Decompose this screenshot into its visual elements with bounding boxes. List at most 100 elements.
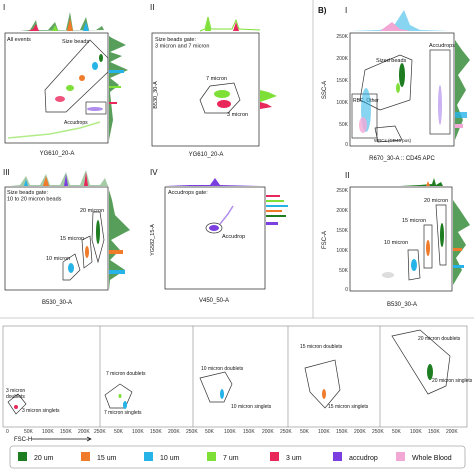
box-label-line2: 3 micron and 7 micron — [155, 44, 209, 50]
strip-label: 15 micron singlets — [328, 404, 369, 410]
gate-label: 10 micron — [46, 256, 70, 262]
gate-polygon — [62, 253, 81, 281]
x-axis-label: YG610_20-A — [189, 152, 224, 158]
legend: 20 um 15 um 10 um 7 um 3 um accudrop Whole Blo… — [9, 445, 466, 469]
panel-roman: I — [3, 3, 5, 12]
gate-label: Accudrops — [64, 120, 88, 126]
x-axis-label: V450_50-A — [199, 298, 229, 304]
gate-polygon — [374, 125, 403, 143]
legend-frame — [9, 445, 466, 469]
x-tick: 50K — [205, 429, 215, 435]
box-label-line1: Size beads gate: — [7, 190, 48, 196]
legend-label: 15 um — [97, 455, 117, 462]
x-tick: 250K — [372, 429, 384, 435]
box-label-line2: 10 to 20 micron beads — [7, 197, 62, 203]
legend-label: Whole Blood — [412, 455, 452, 462]
gate-label: WBCs (CD45 pos) — [374, 138, 412, 143]
strip-label: 3 micron — [6, 388, 25, 394]
gate-polygon — [359, 54, 413, 111]
panel-b1: I 250K 200K 150K 100K 50K 0 SSC-A Sized … — [322, 6, 470, 162]
x-axis-ticks: 0 50K 100K 150K 200K 250K 50K 100K 150K … — [6, 429, 458, 435]
y-tick: 150K — [336, 78, 348, 84]
y-tick: 0 — [345, 287, 348, 293]
panel-a2: II Size beads gate: 3 micron and 7 micro… — [150, 3, 277, 158]
x-tick: 150K — [150, 429, 162, 435]
plot-frame — [4, 186, 109, 291]
y-axis-ticks: 250K 200K 150K 100K 50K 0 — [336, 34, 348, 148]
x-tick: 200K — [354, 429, 366, 435]
legend-swatch — [396, 452, 405, 461]
x-tick: 150K — [336, 429, 348, 435]
panel-roman: III — [3, 168, 10, 177]
gate-label: 7 micron — [206, 76, 227, 82]
gate-polygon — [81, 235, 93, 269]
y-tick: 50K — [339, 122, 349, 128]
right-histogram — [260, 90, 277, 109]
plot-frame — [164, 186, 266, 290]
x-tick: 200K — [78, 429, 90, 435]
dot-clusters — [359, 63, 442, 133]
right-histogram — [266, 195, 288, 225]
gate-polygon — [407, 249, 421, 281]
right-histogram — [109, 36, 128, 140]
x-tick: 200K — [446, 429, 458, 435]
gate-label: Sized beads — [376, 58, 407, 64]
panel-roman: IV — [150, 168, 158, 177]
legend-swatch — [333, 452, 342, 461]
box-label: Size beads gate: 10 to 20 micron beads — [7, 190, 62, 203]
x-tick: 100K — [224, 429, 236, 435]
gate-label: 20 micron — [80, 208, 104, 214]
dot-clusters — [382, 223, 444, 278]
gate-rect — [85, 101, 107, 115]
strip-frame — [2, 325, 468, 428]
legend-swatch — [270, 452, 279, 461]
x-axis-label: YG610_20-A — [40, 151, 75, 157]
x-tick: 250K — [186, 429, 198, 435]
gate-polygon — [423, 224, 433, 269]
box-label: All events — [7, 37, 31, 43]
strip-label: 10 micron singlets — [231, 404, 272, 410]
gate-label: 10 micron — [384, 240, 408, 246]
right-histogram — [453, 200, 470, 285]
bottom-strip: 3 micron doublets 3 micron singlets 7 mi… — [2, 325, 473, 443]
gate-label: 3 micron — [227, 112, 248, 118]
x-axis-label: B530_30-A — [387, 302, 417, 308]
gate-rect — [429, 49, 451, 135]
panel-a4: IV Accudrops gate: Accudrop YG582_15-A V… — [150, 168, 288, 304]
legend-swatch — [144, 452, 153, 461]
top-histogram — [165, 178, 260, 186]
y-tick: 250K — [336, 188, 348, 194]
legend-label: 7 um — [223, 455, 239, 462]
y-tick: 200K — [336, 56, 348, 62]
y-tick: 150K — [336, 228, 348, 234]
y-axis-label: FSC-A — [322, 231, 328, 249]
panel-b2: II 250K 200K 150K 100K 50K 0 FSC-A 20 mi… — [322, 171, 470, 308]
x-tick: 100K — [132, 429, 144, 435]
x-tick: 150K — [428, 429, 440, 435]
right-histogram — [455, 40, 470, 140]
legend-swatch — [81, 452, 90, 461]
top-histogram — [10, 170, 108, 186]
panel-roman: II — [150, 3, 154, 12]
x-tick: 200K — [168, 429, 180, 435]
legend-label: 10 um — [160, 455, 180, 462]
box-label: Size beads gate: 3 micron and 7 micron — [155, 37, 209, 50]
strip-label: 15 micron doublets — [300, 344, 343, 350]
panel-a1: I All events Size beads Accudrops — [3, 3, 128, 157]
y-axis-label: B530_30-A — [153, 81, 159, 109]
y-tick: 200K — [336, 208, 348, 214]
y-tick: 100K — [336, 248, 348, 254]
plot-frame — [349, 186, 453, 292]
x-tick: 250K — [280, 429, 292, 435]
gate-polygon — [91, 211, 105, 264]
gate-polygon — [435, 204, 447, 266]
box-label: Accudrops gate: — [168, 190, 208, 196]
panel-roman: II — [345, 171, 349, 180]
gate-ellipse — [205, 222, 223, 234]
legend-swatch — [207, 452, 216, 461]
x-tick: 250K — [94, 429, 106, 435]
y-tick: 0 — [345, 142, 348, 148]
x-tick: 150K — [60, 429, 72, 435]
y-axis-label: SSC-A — [322, 81, 328, 99]
